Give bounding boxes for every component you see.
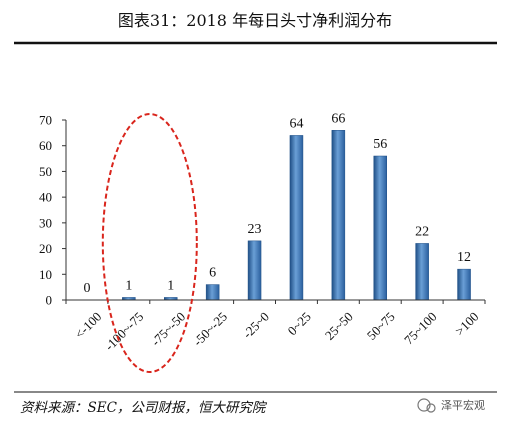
- bar-value-label: 64: [289, 116, 303, 131]
- x-tick-label: >100: [452, 309, 482, 339]
- bar-value-label: 66: [331, 111, 345, 126]
- y-tick-label: 40: [39, 190, 52, 205]
- bar: [289, 135, 304, 301]
- highlight-ellipse: [101, 113, 198, 373]
- x-tick-label: 75~100: [401, 309, 440, 348]
- x-tick-label: -75~-50: [148, 309, 188, 349]
- bar-value-label: 0: [83, 281, 90, 296]
- bar-value-label: 1: [125, 278, 132, 293]
- bar-value-label: 56: [373, 137, 387, 152]
- y-tick-label: 50: [39, 164, 52, 179]
- watermark-text: 泽平宏观: [441, 398, 485, 412]
- x-tick-label: <-100: [72, 309, 105, 342]
- y-tick-label: 0: [46, 293, 53, 308]
- wechat-icon-inner: [426, 403, 436, 413]
- bars: [122, 130, 471, 301]
- source-note: 资料来源：SEC，公司财报，恒大研究院: [20, 400, 268, 416]
- bar: [205, 284, 220, 301]
- wechat-icon: [417, 398, 431, 412]
- bar-value-label: 12: [457, 250, 471, 265]
- data-labels: 0 1 1 6 23 64 66 56 22 12: [83, 111, 471, 296]
- bar: [415, 243, 429, 301]
- bar: [247, 240, 262, 301]
- x-tick-label: -50~-25: [190, 309, 230, 349]
- bar-value-label: 22: [415, 224, 429, 239]
- bar-value-label: 23: [248, 222, 262, 237]
- x-tick-label: -100~-75: [102, 309, 147, 354]
- x-tick-label: -25~0: [240, 309, 272, 341]
- y-tick-label: 20: [39, 241, 52, 256]
- y-tick-label: 70: [39, 113, 52, 128]
- bar-value-label: 6: [209, 266, 216, 281]
- page-title: 图表31：2018 年每日头寸净利润分布: [118, 11, 392, 30]
- y-tick-label: 10: [39, 267, 52, 282]
- watermark: 泽平宏观: [417, 398, 485, 413]
- bar: [373, 155, 387, 301]
- x-tick-label: 0~25: [285, 309, 314, 338]
- x-axis: <-100-100~-75 -75~-50 -50~-25 -25~0 0~25 25~5…: [65, 299, 486, 354]
- y-tick-label: 30: [39, 215, 52, 230]
- y-tick-label: 60: [39, 138, 52, 153]
- bar-value-label: 1: [167, 278, 174, 293]
- bar: [457, 268, 471, 301]
- y-axis: 0 10 20 30 40 50 60 70: [39, 113, 67, 308]
- x-tick-label: 25~50: [322, 309, 356, 343]
- x-tick-label: 50~75: [364, 309, 398, 343]
- bar: [331, 130, 346, 301]
